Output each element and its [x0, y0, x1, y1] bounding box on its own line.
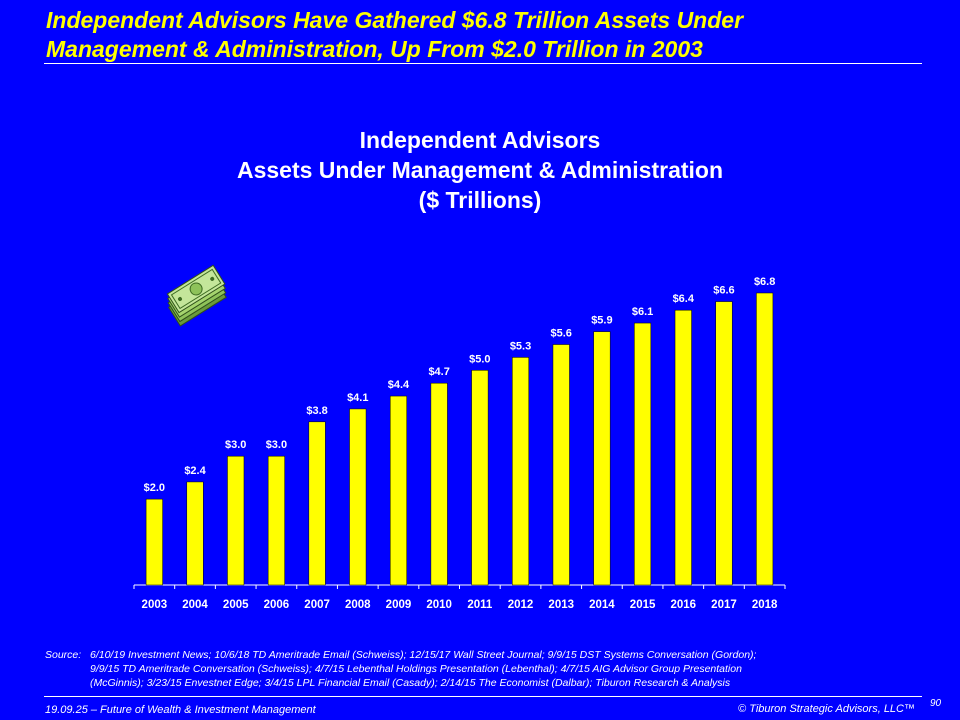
data-label-2014: $5.9: [591, 315, 612, 327]
bar-2011: [471, 370, 489, 586]
source-line-3: (McGinnis); 3/23/15 Envestnet Edge; 3/4/…: [90, 677, 731, 689]
x-tick-label-2003: 2003: [142, 599, 168, 611]
x-tick-label-2006: 2006: [264, 599, 290, 611]
data-label-2017: $6.6: [713, 285, 734, 297]
data-label-2010: $4.7: [428, 366, 449, 378]
data-label-2008: $4.1: [347, 392, 368, 404]
bar-2005: [227, 455, 245, 586]
x-tick-label-2012: 2012: [508, 599, 534, 611]
data-label-2004: $2.4: [184, 465, 206, 477]
x-tick-label-2014: 2014: [589, 599, 615, 611]
bar-2007: [308, 421, 326, 586]
footer-divider: [44, 696, 922, 697]
x-tick-label-2005: 2005: [223, 599, 249, 611]
x-tick-label-2008: 2008: [345, 599, 371, 611]
bar-2015: [634, 322, 652, 586]
source-line-2: 9/9/15 TD Ameritrade Conversation (Schwe…: [90, 663, 742, 675]
chart-title-line-2: Assets Under Management & Administration: [236, 157, 724, 183]
data-label-2012: $5.3: [510, 340, 531, 352]
bar-2013: [552, 344, 570, 586]
bar-2009: [389, 395, 407, 586]
title-divider: [44, 63, 922, 64]
x-tick-label-2009: 2009: [386, 599, 412, 611]
data-label-2011: $5.0: [469, 353, 490, 365]
source-label: Source:: [45, 649, 82, 661]
data-label-2007: $3.8: [306, 405, 327, 417]
bar-2016: [674, 309, 692, 586]
data-label-2018: $6.8: [754, 276, 775, 288]
bar-2012: [512, 357, 530, 586]
chart-title: Independent Advisors Assets Under Manage…: [0, 125, 960, 215]
bar-2006: [267, 455, 285, 586]
chart-title-line-3: ($ Trillions): [418, 187, 542, 213]
data-label-2013: $5.6: [551, 328, 572, 340]
x-tick-label-2004: 2004: [182, 599, 208, 611]
data-label-2016: $6.4: [673, 293, 695, 305]
x-tick-label-2018: 2018: [752, 599, 778, 611]
page-number: 90: [930, 698, 942, 709]
footer-date-title: 19.09.25 – Future of Wealth & Investment…: [45, 704, 316, 716]
bar-2017: [715, 301, 733, 586]
data-label-2009: $4.4: [388, 379, 410, 391]
data-label-2015: $6.1: [632, 306, 653, 318]
bar-2018: [756, 292, 774, 586]
slide-title: Independent Advisors Have Gathered $6.8 …: [46, 6, 926, 64]
x-tick-label-2017: 2017: [711, 599, 737, 611]
source-notes: Source: 6/10/19 Investment News; 10/6/18…: [45, 648, 905, 690]
x-tick-label-2013: 2013: [548, 599, 574, 611]
x-tick-label-2015: 2015: [630, 599, 656, 611]
source-line-1: 6/10/19 Investment News; 10/6/18 TD Amer…: [90, 649, 757, 661]
bar-2003: [145, 498, 163, 586]
bar-2014: [593, 331, 611, 586]
data-label-2006: $3.0: [266, 439, 287, 451]
footer-copyright: © Tiburon Strategic Advisors, LLC™: [738, 703, 915, 715]
chart-title-line-1: Independent Advisors: [359, 127, 601, 153]
x-tick-label-2007: 2007: [304, 599, 330, 611]
x-tick-label-2010: 2010: [426, 599, 452, 611]
data-label-2003: $2.0: [144, 482, 165, 494]
bar-2008: [349, 408, 367, 586]
x-tick-label-2011: 2011: [467, 599, 493, 611]
x-tick-label-2016: 2016: [670, 599, 696, 611]
data-label-2005: $3.0: [225, 439, 246, 451]
bar-2010: [430, 382, 448, 586]
slide-title-line-1: Independent Advisors Have Gathered $6.8 …: [46, 7, 744, 33]
slide-title-line-2: Management & Administration, Up From $2.…: [46, 36, 703, 62]
money-stack-icon: [166, 264, 227, 327]
bar-2004: [186, 481, 204, 586]
